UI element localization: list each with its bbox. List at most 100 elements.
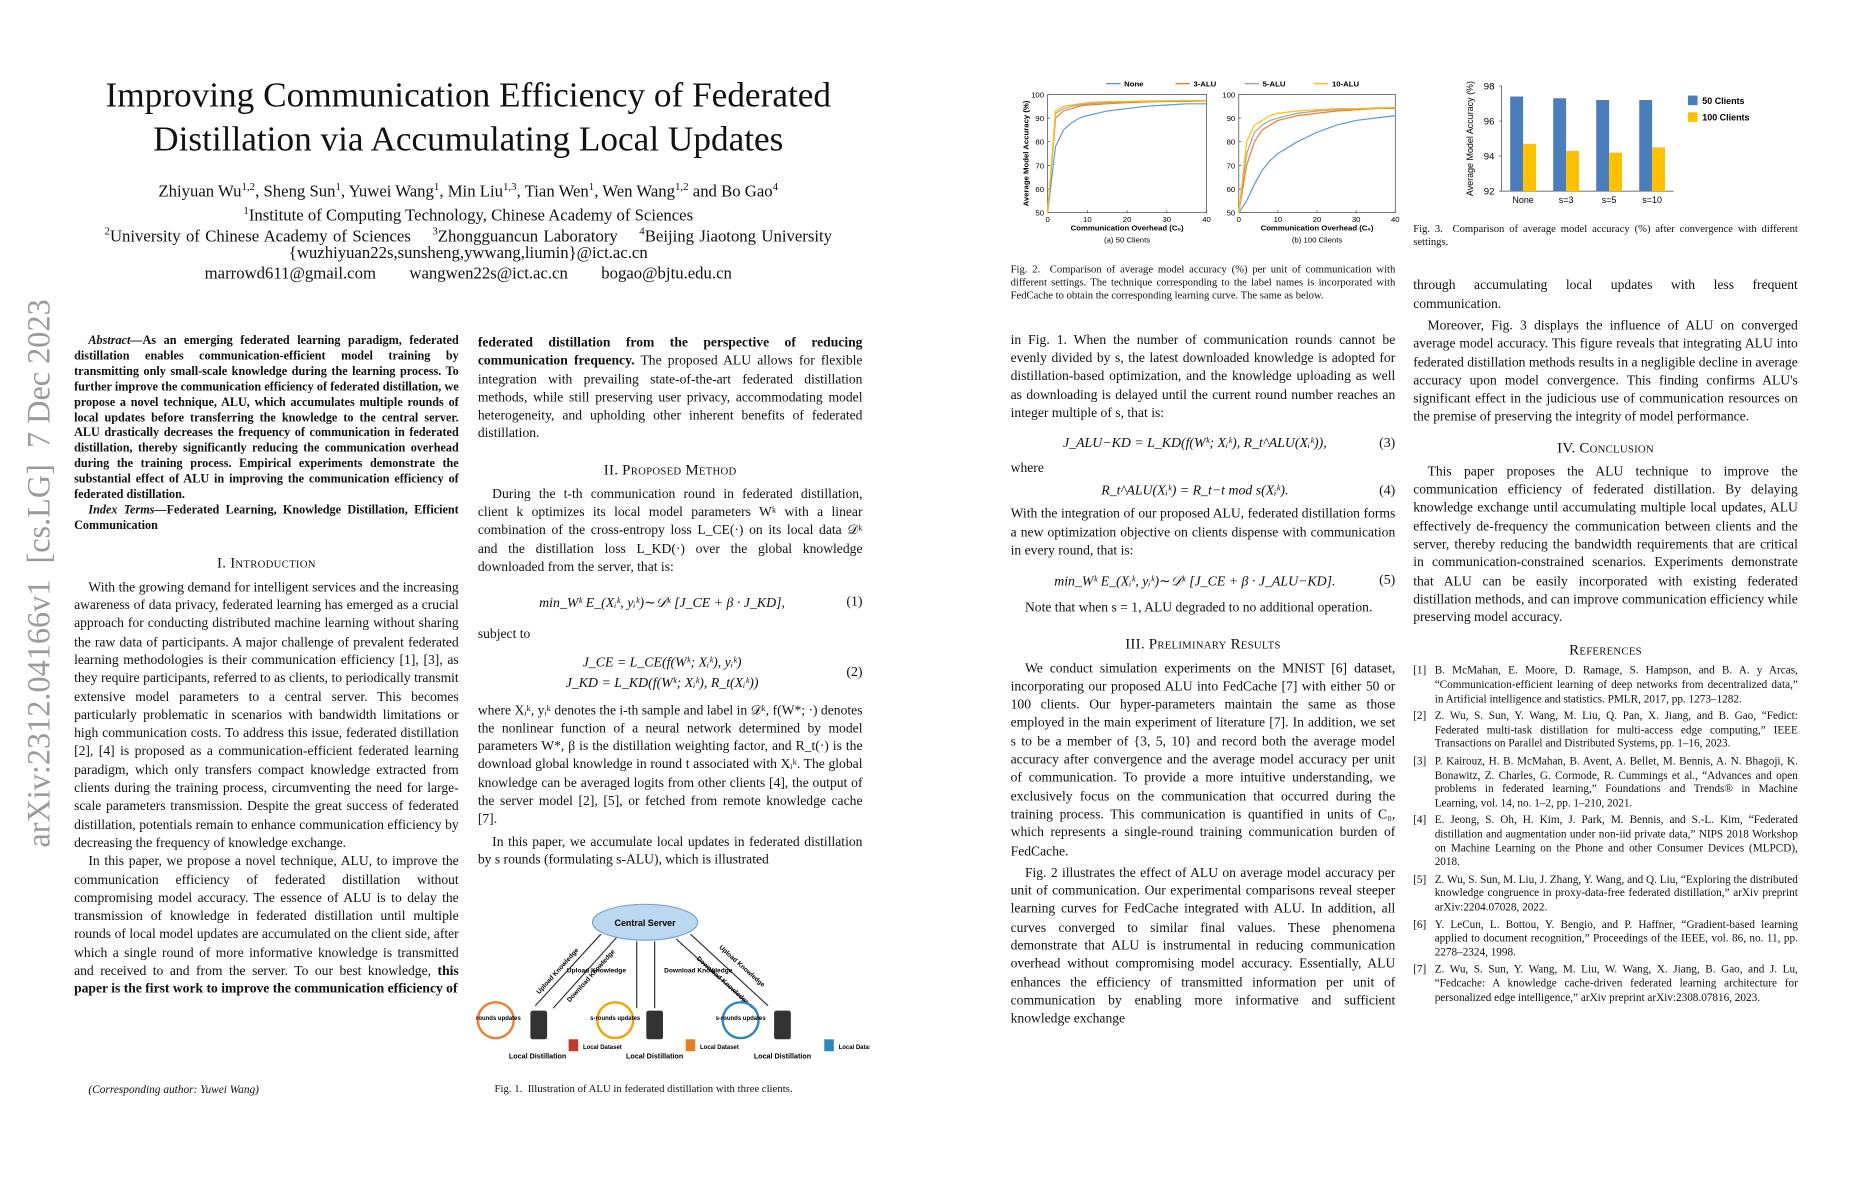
section-heading: I. Introduction — [217, 554, 316, 571]
reference-number: [6] — [1413, 919, 1427, 932]
x-tick-label: 0 — [1237, 215, 1241, 224]
legend-label: None — [1124, 80, 1144, 89]
y-tick-label: 96 — [1484, 117, 1495, 128]
y-tick-label: 80 — [1227, 138, 1236, 147]
equation-expr: J_ALU−KD = L_KD(f(Wᵏ; Xᵢᵏ), R_t^ALU(Xᵢᵏ)… — [1062, 434, 1327, 451]
x-axis-label: Communication Overhead (C₀) — [1261, 224, 1374, 233]
x-tick-label: 40 — [1202, 215, 1211, 224]
x-tick-label: s=10 — [1642, 195, 1662, 205]
client-group: s-rounds updates Local Distillation Loca… — [716, 1001, 870, 1060]
y-tick-label: 90 — [1035, 114, 1044, 123]
y-axis-label: Average Model Accuracy (%) — [1465, 81, 1475, 196]
equation-number: (4) — [1379, 483, 1396, 499]
bar — [1609, 152, 1623, 192]
paragraph: through accumulating local updates with … — [1413, 278, 1798, 312]
reference: [1] B. McMahan, E. Moore, D. Ramage, S. H… — [1413, 666, 1798, 708]
equation-number: (5) — [1379, 572, 1396, 589]
reference: [6] Y. LeCun, L. Bottou, Y. Bengio, and P… — [1413, 919, 1798, 961]
legend-swatch — [1687, 112, 1698, 122]
email: marrowd611@gmail.com — [204, 265, 376, 284]
bar — [1553, 98, 1567, 192]
equation: min_Wᵏ E_(Xᵢᵏ, yᵢᵏ)∼𝒟ᵏ [J_CE + β · J_ALU… — [1011, 572, 1396, 591]
y-tick-label: 70 — [1035, 161, 1044, 170]
abstract-label: Abstract— — [88, 334, 143, 348]
arrows — [534, 933, 769, 1009]
y-tick-label: 90 — [1227, 114, 1236, 123]
index-terms-label: Index Terms— — [88, 504, 167, 518]
paragraph: In this paper, we propose a novel techni… — [74, 853, 459, 999]
reference-number: [7] — [1413, 964, 1427, 977]
series-line — [1238, 107, 1396, 213]
equation-expr: J_CE = L_CE(f(Wᵏ; Xᵢᵏ), yᵢᵏ) J_KD = L_KD… — [478, 652, 846, 693]
legend-swatch — [1687, 95, 1698, 106]
email: bogao@bjtu.edu.cn — [601, 265, 732, 284]
paragraph: In this paper, we accumulate local updat… — [477, 834, 863, 868]
column-4: Fig. 3. Comparison of average model accu… — [1413, 222, 1798, 1009]
download-label: Download Knowledge — [664, 967, 733, 974]
local-distillation: Local Distillation — [509, 1052, 566, 1060]
affiliations: 2University of Chinese Academy of Scienc… — [74, 225, 862, 247]
figure-3-chart: 92 94 96 98 None s=3 s=5 s=10 Average Model Accu… — [1465, 81, 1750, 205]
author-name: , Yuwei Wang — [340, 183, 434, 202]
paragraph: Moreover, Fig. 3 displays the influence … — [1413, 318, 1798, 425]
paragraph: During the t-th communication round in f… — [477, 487, 863, 575]
aff-sup: 2 — [104, 224, 110, 237]
reference-text: Z. Wu, S. Sun, Y. Wang, M. Liu, W. Wang,… — [1434, 964, 1798, 1005]
equation-line: J_KD = L_KD(f(Wᵏ; Xᵢᵏ), R_t(Xᵢᵏ)) — [565, 674, 759, 690]
paragraph: We conduct simulation experiments on the… — [1010, 661, 1396, 859]
equation-number: (2) — [846, 664, 863, 680]
local-distillation: Local Distillation — [754, 1052, 811, 1060]
column-1: Abstract—As an emerging federated learni… — [74, 334, 459, 999]
email: wangwen22s@ict.ac.cn — [409, 265, 568, 284]
x-tick-label: 10 — [1083, 215, 1092, 224]
series-line — [1238, 107, 1396, 213]
author-name: Zhiyuan Wu — [158, 183, 242, 202]
subtitle: (a) 50 Clients — [1104, 236, 1150, 245]
title: Improving Communication Efficiency of Fe… — [74, 74, 862, 162]
reference: [5] Z. Wu, S. Sun, M. Liu, J. Zhang, Y. W… — [1413, 874, 1798, 916]
author-affiliation: 1 — [433, 180, 440, 193]
updates-label: s-rounds updates — [716, 1016, 767, 1022]
footnote: (Corresponding author: Yuwei Wang) — [88, 1084, 259, 1097]
text: In this paper, we propose a novel techni… — [74, 854, 459, 979]
phone — [646, 1010, 663, 1040]
author-name: , Tian Wen — [516, 183, 589, 202]
aff-sup: 4 — [639, 224, 645, 237]
y-axis-label: Average Model Accuracy (%) — [1022, 100, 1031, 206]
author-name: , Sheng Sun — [255, 183, 336, 202]
y-tick-label: 94 — [1484, 152, 1495, 163]
index-terms: Index Terms—Federated Learning, Knowledg… — [74, 504, 459, 535]
aff-sup: 3 — [432, 224, 438, 237]
reference-text: P. Kairouz, H. B. McMahan, B. Avent, A. … — [1434, 756, 1798, 810]
bar — [1652, 147, 1666, 192]
series-line — [1047, 100, 1207, 213]
title-line: Improving Communication Efficiency of Fe… — [105, 76, 832, 115]
legend-label: 5-ALU — [1263, 80, 1286, 89]
author-name: , Wen Wang — [594, 183, 675, 202]
author-affiliation: 1 — [335, 180, 341, 193]
affiliation: 2University of Chinese Academy of Scienc… — [104, 224, 411, 246]
reference-text: Z. Wu, S. Sun, M. Liu, J. Zhang, Y. Wang… — [1434, 874, 1798, 914]
section-heading: References — [1569, 642, 1642, 659]
y-tick-label: 60 — [1227, 185, 1236, 194]
reference-number: [2] — [1413, 711, 1427, 724]
equation: min_Wᵏ E_(Xᵢᵏ, yᵢᵏ)∼𝒟ᵏ [J_CE + β · J_KD]… — [478, 594, 862, 612]
bar — [1639, 100, 1653, 192]
y-tick-label: 50 — [1035, 209, 1044, 218]
series-line — [1047, 100, 1207, 213]
equation: J_CE = L_CE(f(Wᵏ; Xᵢᵏ), yᵢᵏ) J_KD = L_KD… — [478, 652, 863, 693]
x-tick-label: 20 — [1123, 215, 1132, 224]
bar — [1510, 96, 1524, 192]
equation-line: J_CE = L_CE(f(Wᵏ; Xᵢᵏ), yᵢᵏ) — [582, 654, 742, 670]
arxiv-sidebar: arXiv:2312.04166v1 [cs.LG] 7 Dec 2023 — [20, 299, 57, 848]
author-name: , Min Liu — [439, 183, 503, 202]
y-tick-label: 92 — [1484, 187, 1495, 198]
local-dataset: Local Dataset — [839, 1045, 870, 1051]
reference-number: [4] — [1413, 815, 1427, 828]
phone — [774, 1010, 791, 1040]
subtitle: (b) 100 Clients — [1292, 236, 1343, 245]
local-dataset: Local Dataset — [700, 1045, 739, 1051]
equation-expr: R_t^ALU(Xᵢᵏ) = R_t−t mod s(Xᵢᵏ). — [1101, 483, 1289, 499]
series-line — [1047, 103, 1207, 213]
y-tick-label: 60 — [1035, 185, 1044, 194]
